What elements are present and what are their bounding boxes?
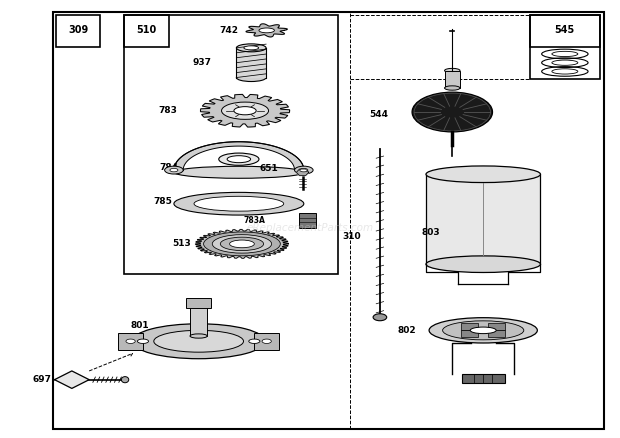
Polygon shape (246, 24, 287, 37)
Ellipse shape (262, 339, 272, 343)
Bar (488, 330, 505, 337)
Text: 784: 784 (160, 163, 179, 173)
Bar (190, 305, 207, 336)
Ellipse shape (426, 256, 541, 272)
Bar (461, 330, 478, 337)
Ellipse shape (445, 86, 460, 90)
Text: 309: 309 (68, 25, 88, 35)
Text: 783: 783 (158, 106, 177, 115)
Text: 803: 803 (421, 228, 440, 237)
Ellipse shape (229, 240, 254, 248)
Ellipse shape (445, 68, 460, 73)
Text: 545: 545 (555, 25, 575, 35)
Text: 785: 785 (153, 197, 172, 206)
Ellipse shape (122, 377, 129, 383)
Text: 742: 742 (220, 26, 239, 35)
Bar (488, 323, 505, 330)
Ellipse shape (470, 327, 496, 334)
Ellipse shape (190, 303, 207, 307)
Ellipse shape (373, 314, 387, 321)
Text: 937: 937 (192, 58, 211, 67)
Text: eReplacementParts.com: eReplacementParts.com (246, 223, 374, 233)
Ellipse shape (203, 232, 280, 256)
Text: 802: 802 (398, 326, 417, 335)
Bar (186, 298, 211, 307)
Ellipse shape (236, 44, 266, 52)
Ellipse shape (138, 339, 149, 343)
Ellipse shape (300, 168, 308, 172)
Ellipse shape (236, 74, 266, 81)
Text: 651: 651 (259, 164, 278, 173)
Ellipse shape (219, 153, 259, 165)
Ellipse shape (126, 339, 135, 343)
Ellipse shape (227, 155, 250, 162)
Ellipse shape (443, 321, 524, 340)
Ellipse shape (234, 106, 256, 115)
Ellipse shape (426, 166, 541, 183)
Ellipse shape (170, 168, 178, 172)
Text: 801: 801 (131, 321, 149, 330)
Ellipse shape (249, 339, 260, 343)
Text: 697: 697 (32, 375, 51, 384)
Ellipse shape (174, 166, 304, 178)
Polygon shape (254, 332, 279, 350)
Ellipse shape (132, 324, 265, 359)
Ellipse shape (221, 102, 268, 119)
Bar (461, 374, 505, 383)
Ellipse shape (174, 192, 304, 215)
Ellipse shape (194, 196, 284, 211)
Text: 544: 544 (370, 110, 389, 119)
Text: 310: 310 (343, 232, 361, 241)
Ellipse shape (259, 28, 275, 33)
Text: 783A: 783A (244, 216, 265, 225)
Text: 513: 513 (172, 240, 191, 248)
Bar (461, 323, 478, 330)
Ellipse shape (190, 334, 207, 338)
Polygon shape (200, 95, 290, 127)
Polygon shape (55, 371, 89, 389)
Ellipse shape (412, 92, 492, 132)
Ellipse shape (165, 166, 183, 174)
Bar (236, 48, 266, 78)
Bar (299, 213, 316, 228)
Polygon shape (174, 142, 304, 170)
Ellipse shape (212, 235, 272, 253)
Polygon shape (296, 169, 309, 176)
Ellipse shape (244, 46, 259, 50)
Ellipse shape (294, 166, 313, 174)
Ellipse shape (429, 318, 538, 343)
Ellipse shape (154, 330, 244, 352)
Polygon shape (195, 230, 288, 258)
Polygon shape (118, 332, 143, 350)
Bar (445, 71, 460, 88)
Polygon shape (426, 174, 541, 264)
Text: 510: 510 (136, 25, 157, 35)
Ellipse shape (220, 237, 264, 251)
